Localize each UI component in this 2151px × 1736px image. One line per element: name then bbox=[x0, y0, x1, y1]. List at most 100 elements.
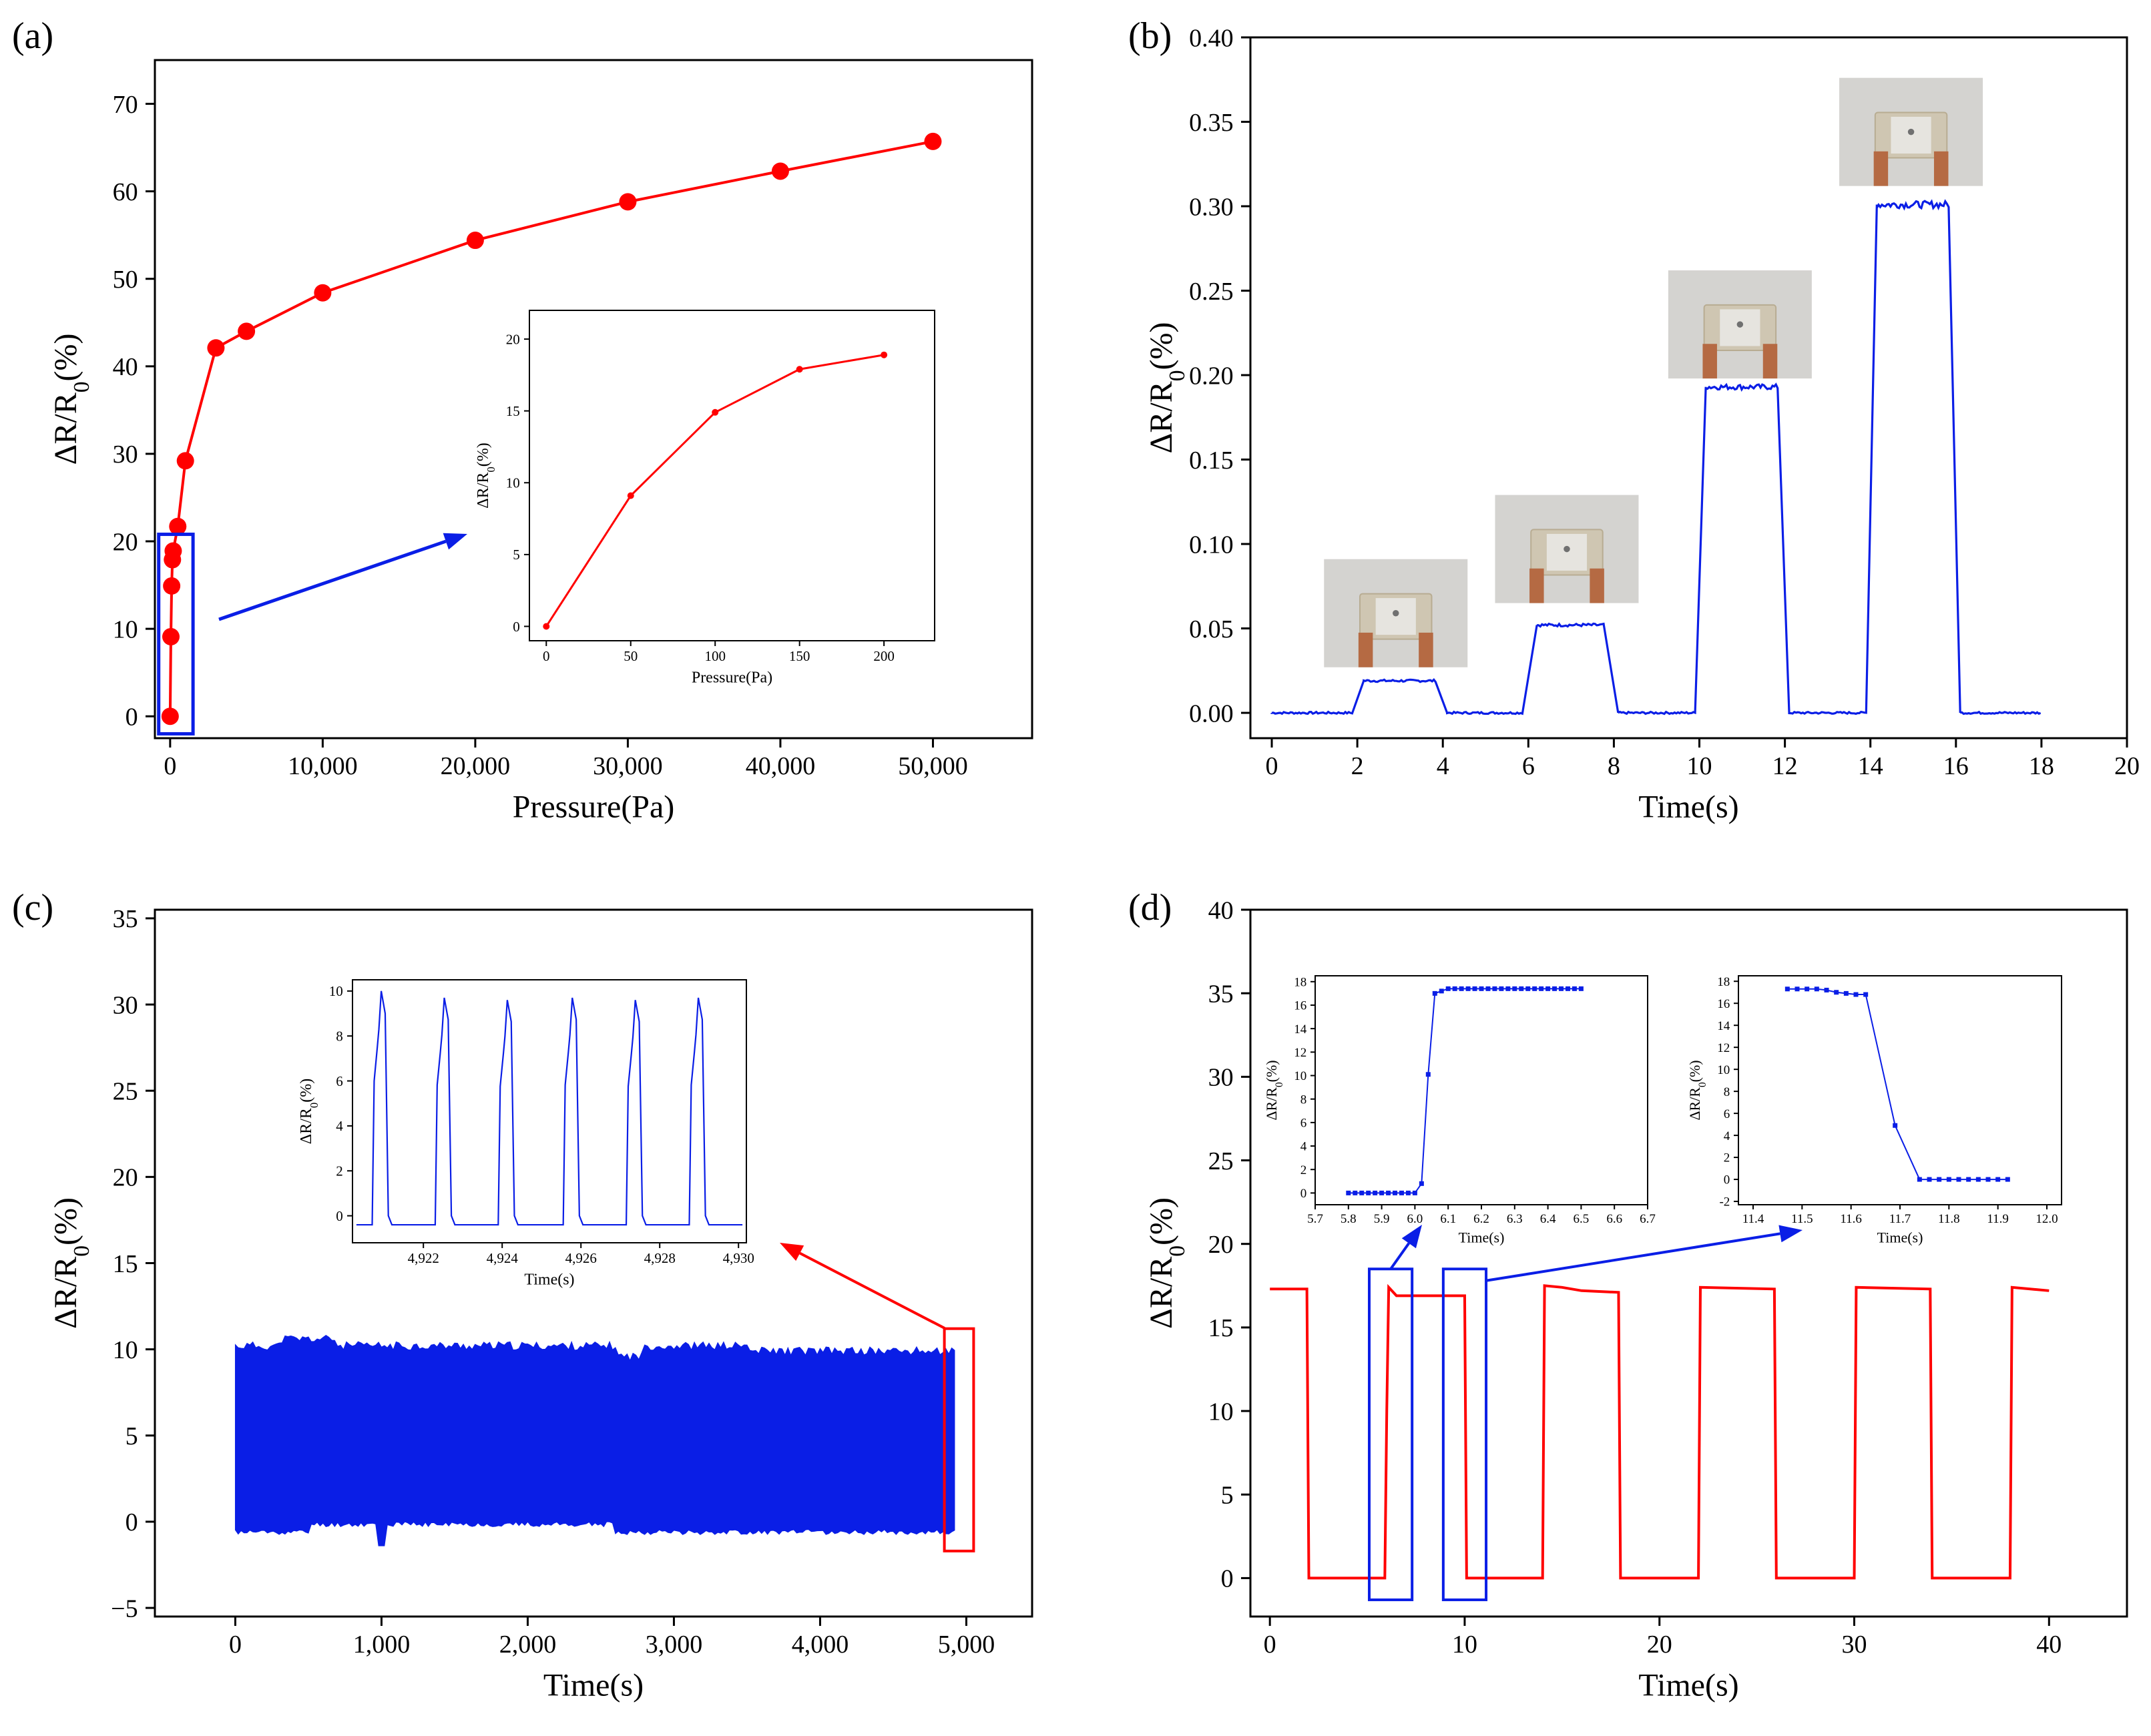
c-inset-ylabel: ΔR/R0(%) bbox=[298, 1079, 320, 1145]
d-inset-1-xtick-label: 6.5 bbox=[1574, 1212, 1590, 1226]
d-inset-2-xtick-label: 11.4 bbox=[1742, 1212, 1764, 1226]
a-xtick-label: 20,000 bbox=[441, 752, 511, 780]
b-xtick-label: 18 bbox=[2029, 752, 2054, 780]
d-inset-1-ytick-label: 14 bbox=[1294, 1023, 1307, 1037]
c-xtick-label: 5,000 bbox=[938, 1631, 995, 1659]
d-arrow-2-shaft bbox=[1485, 1232, 1780, 1282]
a-ytick-label: 30 bbox=[113, 441, 138, 469]
b-xtick-label: 8 bbox=[1608, 752, 1620, 780]
c-ylabel-sub: 0 bbox=[69, 1245, 94, 1257]
d-inset-2-point bbox=[1975, 1177, 1981, 1182]
b-photo-3 bbox=[1668, 270, 1812, 379]
a-inset-ytick-label: 0 bbox=[513, 619, 520, 635]
b-xtick-label: 14 bbox=[1858, 752, 1883, 780]
a-inset-point bbox=[712, 408, 719, 416]
b-xtick-label: 16 bbox=[1943, 752, 1969, 780]
d-inset-2-point bbox=[1834, 990, 1839, 995]
c-inset-xtick-label: 4,922 bbox=[408, 1250, 439, 1266]
d-inset-1-point bbox=[1346, 1190, 1351, 1195]
d-inset-2-ytick-label: 14 bbox=[1717, 1019, 1730, 1033]
a-inset-ylabel: ΔR/R0(%) bbox=[475, 443, 497, 509]
d-inset-2-point bbox=[1937, 1177, 1942, 1182]
d-inset-1-point bbox=[1492, 986, 1497, 991]
b-xtick-label: 2 bbox=[1351, 752, 1364, 780]
d-inset-2-xtick-label: 12.0 bbox=[2036, 1212, 2058, 1226]
b-photo-1-electrode-right bbox=[1419, 632, 1433, 667]
d-inset-1-xtick-label: 6.3 bbox=[1507, 1212, 1523, 1226]
b-photo-3-electrode-left bbox=[1702, 344, 1717, 379]
d-inset-1-point bbox=[1439, 988, 1444, 994]
a-xtick-label: 0 bbox=[164, 752, 176, 780]
d-ytick-label: 15 bbox=[1208, 1314, 1234, 1342]
d-ylabel: ΔR/R0(%) bbox=[1144, 1197, 1190, 1329]
b-photo-3-sensor-window bbox=[1720, 309, 1760, 346]
a-inset-xtick-label: 50 bbox=[624, 648, 638, 664]
d-inset-1-point bbox=[1399, 1190, 1404, 1195]
d-inset-2-xlabel: Time(s) bbox=[1877, 1229, 1923, 1246]
d-inset-1-xtick-label: 5.9 bbox=[1374, 1212, 1390, 1226]
d-inset-1-point bbox=[1485, 986, 1491, 991]
b-frame bbox=[1249, 36, 2128, 740]
d-inset-1-point bbox=[1445, 986, 1451, 991]
c-ytick-label: 30 bbox=[113, 991, 138, 1019]
d-inset-1-bg bbox=[1315, 976, 1648, 1205]
d-xtick-label: 0 bbox=[1264, 1631, 1276, 1659]
a-xtick-label: 40,000 bbox=[746, 752, 816, 780]
a-ytick-label: 40 bbox=[113, 353, 138, 381]
a-inset-point bbox=[796, 366, 803, 373]
d-inset-1-ytick-label: 10 bbox=[1294, 1069, 1306, 1083]
d-inset-1-point bbox=[1353, 1190, 1358, 1195]
d-inset-2-ylabel-unit: (%) bbox=[1686, 1060, 1703, 1082]
a-data-point bbox=[771, 162, 789, 180]
d-inset-1-point bbox=[1545, 986, 1551, 991]
d-inset-1-ylabel-sub: 0 bbox=[1274, 1082, 1285, 1087]
c-inset-ytick-label: 6 bbox=[336, 1073, 343, 1089]
d-inset-2-point bbox=[1795, 986, 1800, 992]
panel-label-c: (c) bbox=[12, 887, 53, 928]
d-inset-2-ytick-label: 2 bbox=[1724, 1151, 1730, 1165]
d-inset-2-ylabel: ΔR/R0(%) bbox=[1686, 1060, 1708, 1120]
d-inset-2-ytick-label: 4 bbox=[1724, 1129, 1730, 1143]
d-inset-1-xtick-label: 5.7 bbox=[1307, 1212, 1323, 1226]
d-inset-1-xlabel: Time(s) bbox=[1459, 1229, 1505, 1246]
d-ylabel-main: ΔR/R bbox=[1144, 1257, 1179, 1329]
c-inset-ytick-label: 4 bbox=[336, 1118, 343, 1134]
c-inset-xtick-label: 4,926 bbox=[565, 1250, 597, 1266]
a-data-point bbox=[164, 542, 182, 560]
panel-label-a: (a) bbox=[12, 15, 53, 57]
panel-a: 0 10,000 20,000 30,000 40,000 50,000 0 10 20 30 40… bbox=[48, 59, 1033, 825]
c-arrow-head bbox=[780, 1243, 804, 1261]
d-inset-2-ytick-label: 18 bbox=[1717, 975, 1730, 989]
d-inset-1-ytick-label: 6 bbox=[1300, 1117, 1307, 1131]
d-ytick-label: 40 bbox=[1208, 896, 1234, 924]
d-series-line bbox=[1270, 1283, 2050, 1580]
a-ytick-label: 50 bbox=[113, 266, 138, 294]
d-inset-1-point bbox=[1472, 986, 1477, 991]
c-xtick-label: 3,000 bbox=[646, 1631, 703, 1659]
c-series-band bbox=[234, 1335, 955, 1546]
c-ytick-label: 10 bbox=[113, 1336, 138, 1364]
c-ytick-label: 5 bbox=[126, 1422, 138, 1450]
a-data-point bbox=[238, 322, 256, 340]
b-photo-2-weight bbox=[1564, 545, 1570, 553]
panel-label-b: (b) bbox=[1128, 15, 1172, 57]
a-ytick-label: 70 bbox=[113, 91, 138, 119]
b-ylabel-unit: (%) bbox=[1144, 322, 1179, 370]
a-ylabel: ΔR/R0(%) bbox=[48, 334, 94, 465]
d-inset-1-point bbox=[1465, 986, 1471, 991]
d-xtick-label: 10 bbox=[1452, 1631, 1477, 1659]
d-highlight-box-2 bbox=[1441, 1267, 1488, 1601]
d-inset-2-point bbox=[1893, 1123, 1898, 1128]
b-photo-2 bbox=[1495, 495, 1639, 603]
d-ytick-label: 35 bbox=[1208, 980, 1234, 1008]
c-inset-xtick-label: 4,928 bbox=[644, 1250, 676, 1266]
d-inset-1-ytick-label: 12 bbox=[1294, 1046, 1306, 1060]
d-ytick-label: 30 bbox=[1208, 1064, 1234, 1092]
d-inset-1-point bbox=[1512, 986, 1517, 991]
d-inset-2-point bbox=[1995, 1177, 2001, 1182]
d-inset-1-ytick-label: 18 bbox=[1294, 975, 1306, 989]
d-xlabel: Time(s) bbox=[1638, 1668, 1738, 1703]
b-ytick-label: 0.35 bbox=[1189, 109, 1234, 137]
c-ytick-label: 35 bbox=[113, 905, 138, 933]
d-inset-1-point bbox=[1379, 1190, 1385, 1195]
